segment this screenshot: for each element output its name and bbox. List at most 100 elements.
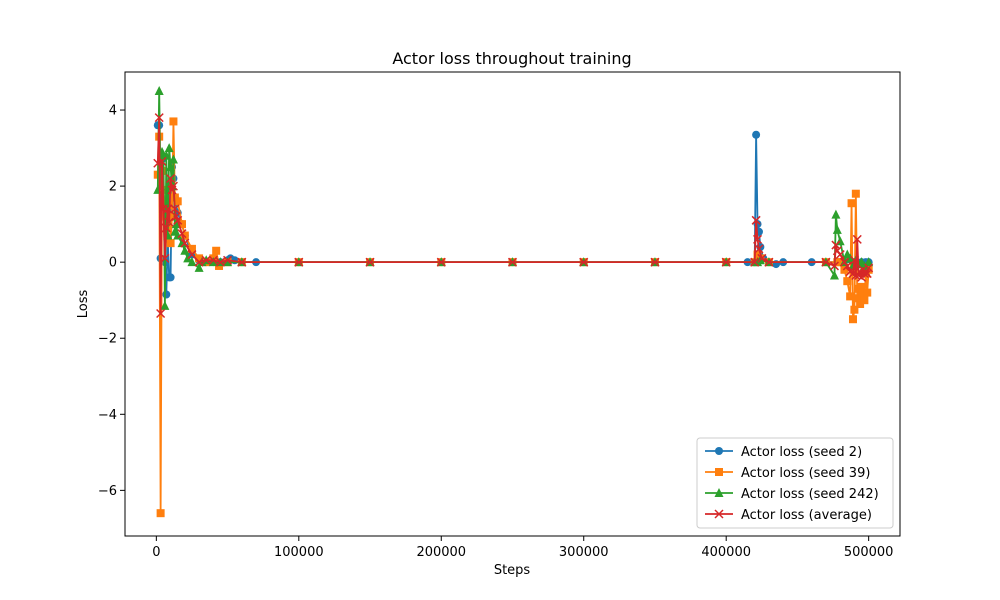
data-point xyxy=(858,288,867,297)
legend-marker xyxy=(714,509,724,519)
data-point xyxy=(208,255,218,265)
legend-item: Actor loss (seed 39) xyxy=(705,466,870,481)
data-point xyxy=(208,257,218,267)
x-tick-label: 200000 xyxy=(416,545,466,560)
data-point xyxy=(753,234,763,244)
data-point xyxy=(161,150,171,160)
data-point xyxy=(863,288,872,297)
data-point xyxy=(223,257,233,267)
data-point xyxy=(860,296,869,305)
data-point xyxy=(751,215,761,225)
data-point xyxy=(294,257,304,267)
data-point xyxy=(864,257,874,267)
data-point xyxy=(177,220,186,229)
data-point xyxy=(160,300,170,310)
data-point xyxy=(764,257,774,267)
y-tick-label: 4 xyxy=(109,104,117,119)
data-point xyxy=(857,282,866,291)
legend-box xyxy=(696,437,894,529)
data-point xyxy=(170,204,180,214)
data-point xyxy=(829,270,839,280)
series-4 xyxy=(153,113,874,319)
data-point xyxy=(164,143,174,153)
data-point xyxy=(154,113,164,123)
data-point xyxy=(851,189,860,198)
data-point xyxy=(166,239,175,248)
data-point xyxy=(154,86,164,96)
data-point xyxy=(853,294,862,303)
legend-item: Actor loss (seed 242) xyxy=(705,487,879,502)
data-point xyxy=(843,277,852,286)
x-axis-label: Steps xyxy=(494,563,531,578)
y-tick-label: −4 xyxy=(98,408,117,423)
data-point xyxy=(168,181,178,191)
legend-marker xyxy=(714,488,724,497)
data-point xyxy=(171,219,181,229)
data-point xyxy=(237,257,247,267)
legend-label: Actor loss (average) xyxy=(741,508,872,523)
x-axis: 0 100000 200000 300000 400000 500000 xyxy=(152,536,893,560)
plot-area xyxy=(153,86,874,518)
data-point xyxy=(829,261,839,271)
data-point xyxy=(507,257,518,267)
data-point xyxy=(579,257,589,267)
data-point xyxy=(848,315,857,324)
y-tick-label: 2 xyxy=(109,180,117,195)
data-point xyxy=(163,204,173,214)
data-point xyxy=(156,509,165,518)
y-tick-label: −6 xyxy=(98,484,117,499)
data-point xyxy=(168,154,178,164)
data-point xyxy=(194,262,204,272)
data-point xyxy=(821,257,831,267)
data-point xyxy=(161,223,171,233)
data-point xyxy=(757,253,767,263)
data-point xyxy=(212,246,221,255)
data-point xyxy=(173,215,183,225)
data-point xyxy=(180,238,190,248)
data-point xyxy=(849,255,859,265)
data-point xyxy=(162,290,171,299)
data-point xyxy=(750,257,760,267)
data-point xyxy=(752,130,761,139)
x-tick-label: 0 xyxy=(152,545,160,560)
data-point xyxy=(436,257,446,267)
x-tick-label: 400000 xyxy=(701,545,751,560)
data-point xyxy=(180,245,190,255)
data-point xyxy=(847,199,856,208)
data-point xyxy=(836,258,845,267)
data-point xyxy=(166,273,175,282)
data-point xyxy=(160,253,170,263)
data-point xyxy=(650,257,660,267)
legend-label: Actor loss (seed 2) xyxy=(741,445,862,460)
legend-item: Actor loss (average) xyxy=(705,508,872,523)
data-point xyxy=(166,173,176,184)
data-point xyxy=(173,197,182,206)
data-point xyxy=(177,229,187,239)
legend-marker xyxy=(715,447,723,455)
data-point xyxy=(864,263,874,273)
data-point xyxy=(223,255,233,265)
y-tick-label: −2 xyxy=(98,332,117,347)
data-point xyxy=(215,257,225,267)
data-point xyxy=(832,224,842,234)
y-tick-label: 0 xyxy=(109,256,117,271)
data-point xyxy=(831,209,841,219)
data-point xyxy=(166,162,176,172)
x-tick-label: 100000 xyxy=(274,545,324,560)
x-tick-label: 300000 xyxy=(559,545,609,560)
legend-label: Actor loss (seed 39) xyxy=(741,466,870,481)
data-point xyxy=(721,257,731,267)
data-point xyxy=(187,250,197,260)
data-point xyxy=(187,257,197,267)
data-point xyxy=(852,234,862,244)
legend: Actor loss (seed 2) Actor loss (seed 39) A… xyxy=(696,437,894,529)
data-point xyxy=(168,212,177,221)
legend-label: Actor loss (seed 242) xyxy=(741,487,879,502)
data-point xyxy=(177,238,187,248)
data-point xyxy=(835,250,845,260)
data-point xyxy=(201,255,211,265)
data-point xyxy=(156,308,166,319)
y-axis-label: Loss xyxy=(76,290,91,319)
data-point xyxy=(195,254,204,263)
